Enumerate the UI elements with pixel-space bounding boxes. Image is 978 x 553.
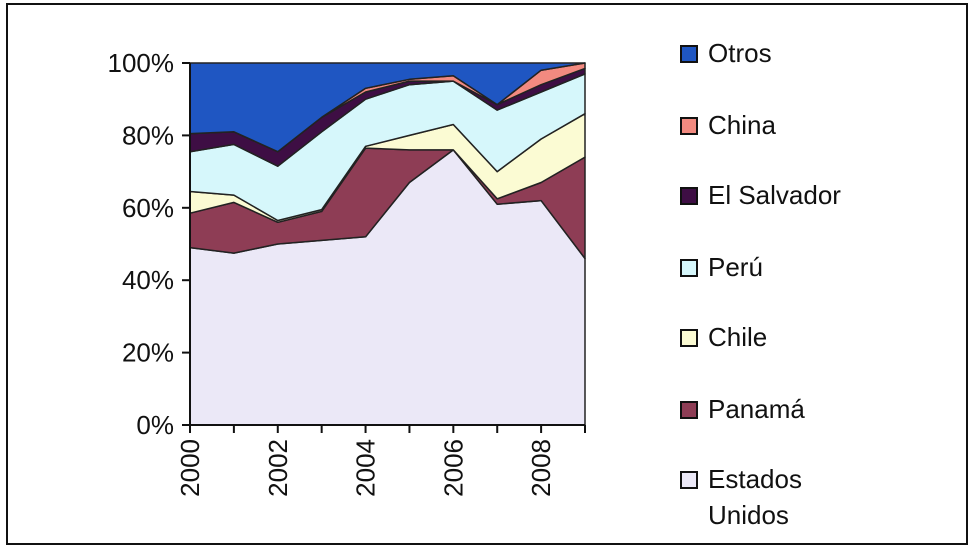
x-tick-label: 2000 (175, 439, 205, 497)
legend-label-el-salvador: El Salvador (708, 180, 841, 210)
legend-swatch-peru (680, 259, 698, 277)
x-tick-labels: 2000 2002 2004 2006 2008 (175, 439, 556, 497)
legend-label-peru: Perú (708, 252, 763, 282)
chart-frame: 100% 80% 60% 40% 20% 0% 2000 2002 2004 2006 2008 … (6, 3, 968, 545)
legend-item-china: China (680, 107, 878, 143)
x-tick-label: 2008 (526, 439, 556, 497)
y-tick-labels: 100% 80% 60% 40% 20% 0% (108, 48, 175, 440)
area-series-group (189, 62, 586, 426)
legend-label-otros: Otros (708, 38, 772, 68)
legend-label-chile: Chile (708, 322, 768, 352)
x-tick-label: 2004 (351, 439, 381, 497)
legend-label-china: China (708, 110, 776, 140)
legend-label-panama: Panamá (708, 394, 805, 424)
axes-group (182, 62, 586, 433)
y-tick-label: 100% (108, 48, 175, 78)
y-tick-label: 60% (122, 193, 174, 223)
legend-label-estados-unidos: Estados Unidos (708, 464, 802, 530)
legend-swatch-estados-unidos (680, 471, 698, 489)
x-tick-label: 2002 (263, 439, 293, 497)
y-tick-label: 20% (122, 338, 174, 368)
x-tick-label: 2006 (438, 439, 468, 497)
stacked-area-chart: 100% 80% 60% 40% 20% 0% 2000 2002 2004 2006 2008 (108, 48, 586, 497)
legend-swatch-chile (680, 329, 698, 347)
legend-swatch-panama (680, 401, 698, 419)
legend-swatch-china (680, 117, 698, 135)
y-tick-label: 80% (122, 120, 174, 150)
legend-swatch-el-salvador (680, 187, 698, 205)
legend-item-el-salvador: El Salvador (680, 177, 878, 213)
legend-item-panama: Panamá (680, 391, 878, 427)
legend-item-estados-unidos: Estados Unidos (680, 461, 878, 533)
legend-swatch-otros (680, 45, 698, 63)
y-tick-label: 0% (136, 410, 174, 440)
legend-item-otros: Otros (680, 35, 878, 71)
legend-item-peru: Perú (680, 249, 878, 285)
y-tick-label: 40% (122, 265, 174, 295)
area-otros (189, 62, 586, 153)
legend-item-chile: Chile (680, 319, 878, 355)
